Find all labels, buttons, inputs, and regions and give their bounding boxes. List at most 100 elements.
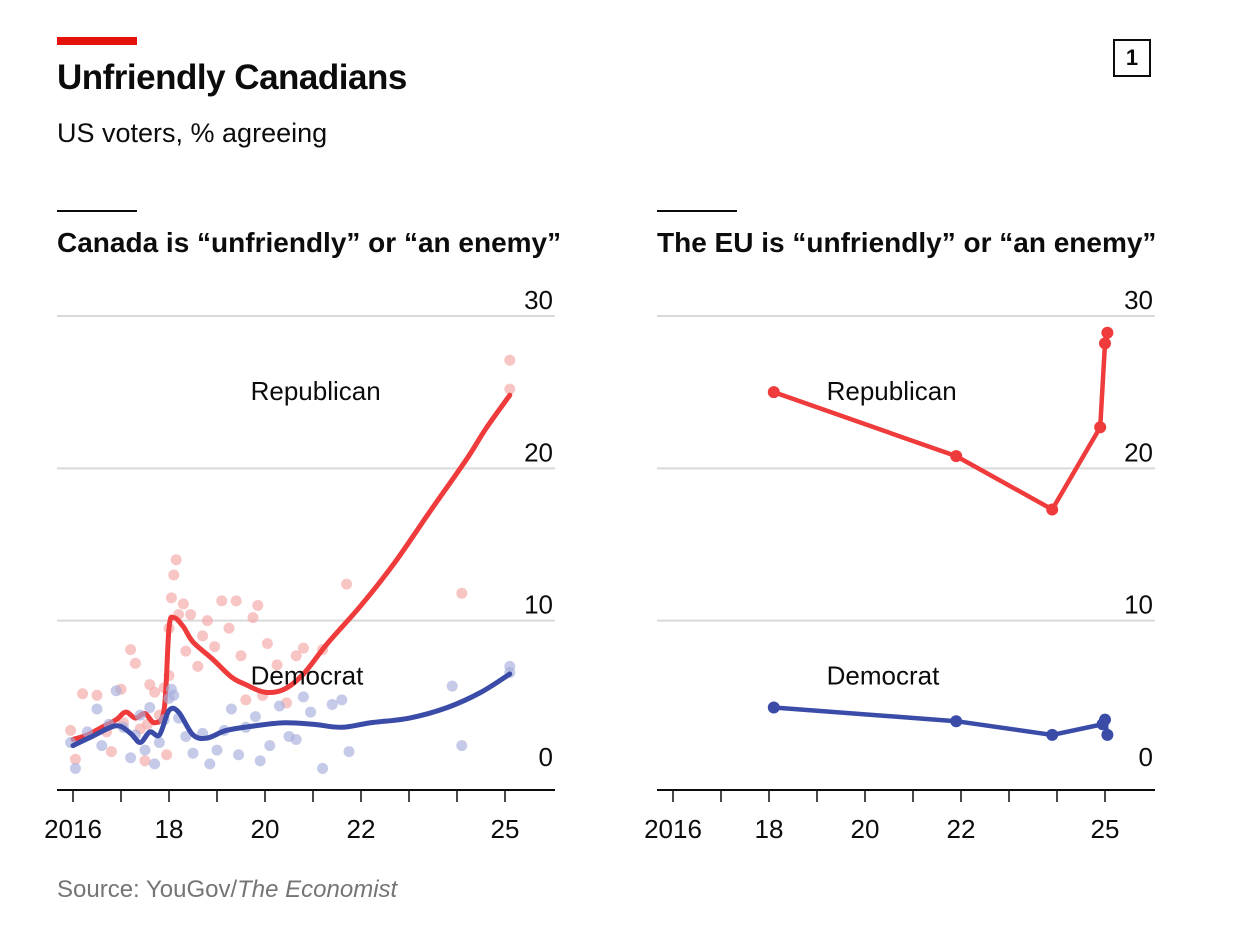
series-label: Democrat [827,661,940,691]
data-point [249,711,261,723]
chart-title: Unfriendly Canadians [57,58,407,97]
chart-panel-1: Canada is “unfriendly” or “an enemy” 0 10 2… [44,210,561,844]
panel-title: Canada is “unfriendly” or “an enemy” [57,227,561,258]
series-label: Democrat [251,661,364,691]
data-point [69,753,81,765]
data-point [161,749,173,761]
data-point [326,698,338,710]
data-point [261,638,273,650]
series-republican: Republican [65,354,516,767]
series-republican: Republican [767,326,1114,516]
data-point [170,554,182,566]
data-point [297,642,309,654]
data-point [264,740,276,752]
data-point [446,680,458,692]
data-point [1046,728,1059,741]
data-point [144,701,156,713]
data-point [125,644,137,656]
data-point [77,688,89,700]
data-point [180,645,192,657]
data-point [149,758,161,770]
data-point [336,694,348,706]
data-point [235,650,247,662]
data-point [1099,713,1111,726]
x-tick-label: 2016 [44,814,102,844]
data-point [271,659,283,671]
data-point [504,354,516,366]
y-tick-label: 10 [1124,590,1153,620]
chart-number-badge: 1 [1113,39,1151,77]
data-point [177,598,189,610]
data-point [134,709,146,721]
data-point [149,686,161,698]
series-label: Republican [827,376,957,406]
data-point [192,660,204,672]
accent-bar [57,37,137,45]
data-point [216,595,228,607]
data-point [247,612,259,624]
data-point [153,737,165,749]
series-democrat: Democrat [65,661,516,774]
data-point [252,599,264,611]
data-point [129,657,141,669]
data-point [317,762,329,774]
y-tick-label: 30 [524,285,553,315]
x-tick-label: 2016 [644,814,702,844]
x-tick-label: 20 [251,814,280,844]
trend-line [70,392,513,742]
data-point [139,744,151,756]
data-point [209,641,221,653]
data-point [168,689,180,701]
data-point [456,587,468,599]
y-tick-label: 0 [1139,742,1153,772]
data-point [233,749,245,761]
data-point [185,609,197,621]
data-point [96,740,108,752]
data-point [230,595,242,607]
data-point [165,592,177,604]
data-point [273,700,285,712]
data-point [1094,421,1107,434]
data-point [110,685,122,697]
data-point [297,691,309,703]
data-point [197,630,209,642]
data-point [201,615,213,627]
data-point [767,386,780,399]
data-point [1101,728,1114,741]
source-publication: The Economist [237,876,398,903]
data-point [139,755,151,767]
data-point [240,694,252,706]
data-point [456,740,468,752]
data-point [290,650,302,662]
x-tick-label: 18 [755,814,784,844]
data-point [81,726,93,738]
data-point [950,715,963,728]
chart-panel-2: The EU is “unfriendly” or “an enemy” 0 10 2… [644,210,1156,844]
data-point [211,744,223,756]
data-point [168,569,180,581]
source-prefix: Source: YouGov/ [57,876,238,903]
source-note: Source: YouGov/The Economist [57,876,397,904]
data-point [504,383,516,395]
data-point [91,703,103,715]
data-point [290,733,302,745]
y-tick-label: 10 [524,590,553,620]
data-point [204,758,216,770]
series-line [773,705,1110,738]
data-point [767,701,780,714]
x-tick-label: 25 [1091,814,1120,844]
series-line [773,332,1110,512]
data-point [225,703,237,715]
data-point [254,755,266,767]
trend-line [70,671,513,749]
x-tick-label: 18 [155,814,184,844]
data-point [1101,326,1114,339]
data-point [223,622,235,634]
x-tick-label: 20 [851,814,880,844]
data-point [950,450,963,463]
y-tick-label: 0 [539,742,553,772]
data-point [343,746,355,758]
y-tick-label: 20 [1124,437,1153,467]
data-point [187,747,199,759]
